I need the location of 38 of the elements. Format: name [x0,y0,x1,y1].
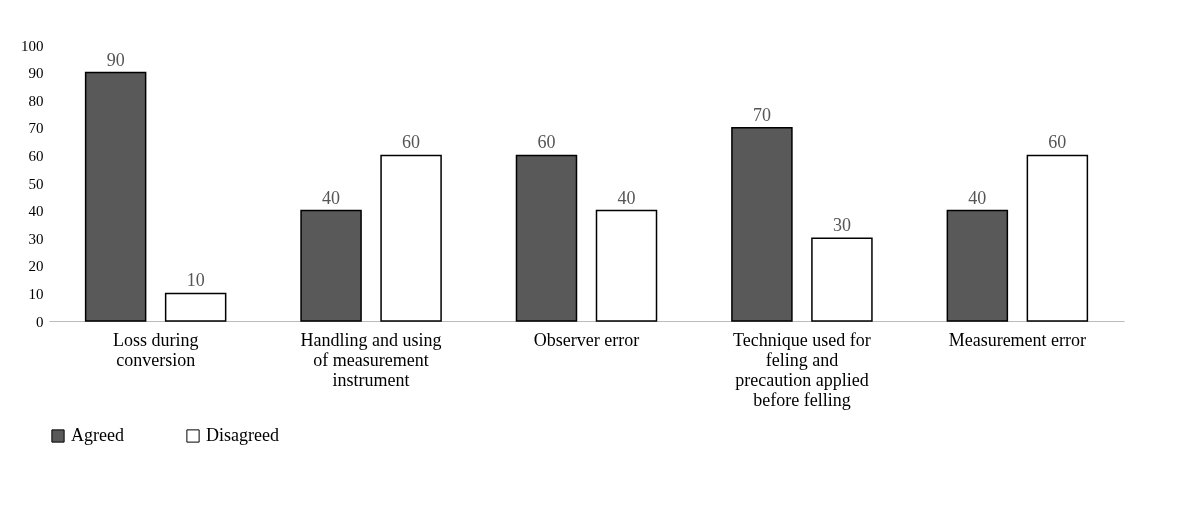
y-tick-label: 0 [36,313,44,330]
x-tick-label: Technique used for feling and precaution applied before felling [733,329,871,410]
data-label: 70 [752,104,771,125]
bar [380,154,442,322]
x-tick-label: Observer error [533,329,640,350]
y-tick-label: 60 [28,147,44,164]
y-tick-label: 10 [28,285,44,302]
bar [300,209,362,322]
data-label: 60 [537,132,556,153]
x-tick-label: Measurement error [948,329,1087,350]
bar [595,209,658,322]
bar [84,71,147,322]
bar [731,127,793,322]
bar [946,209,1009,322]
data-label: 60 [402,132,421,153]
bar [164,292,227,322]
bar [1026,154,1089,322]
y-tick-label: 100 [21,37,44,54]
bar [515,154,578,322]
y-tick-label: 20 [28,258,44,275]
y-tick-label: 70 [28,120,44,137]
legend-label: Disagreed [206,425,279,445]
y-tick-label: 80 [28,92,44,109]
legend-label: Agreed [71,425,124,445]
data-label: 40 [968,187,987,208]
y-tick-label: 90 [28,65,44,82]
x-tick-label: Handling and using of measurement instrument [300,329,442,390]
data-label: 30 [832,215,851,236]
data-label: 40 [617,187,636,208]
data-label: 10 [186,270,205,291]
data-label: 40 [322,187,341,208]
y-tick-label: 40 [28,203,44,220]
y-tick-label: 50 [28,175,44,192]
data-label: 90 [106,49,125,70]
bar [811,237,873,322]
data-label: 60 [1048,132,1067,153]
y-tick-label: 30 [28,230,44,247]
x-tick-label: Loss during conversion [112,329,199,370]
